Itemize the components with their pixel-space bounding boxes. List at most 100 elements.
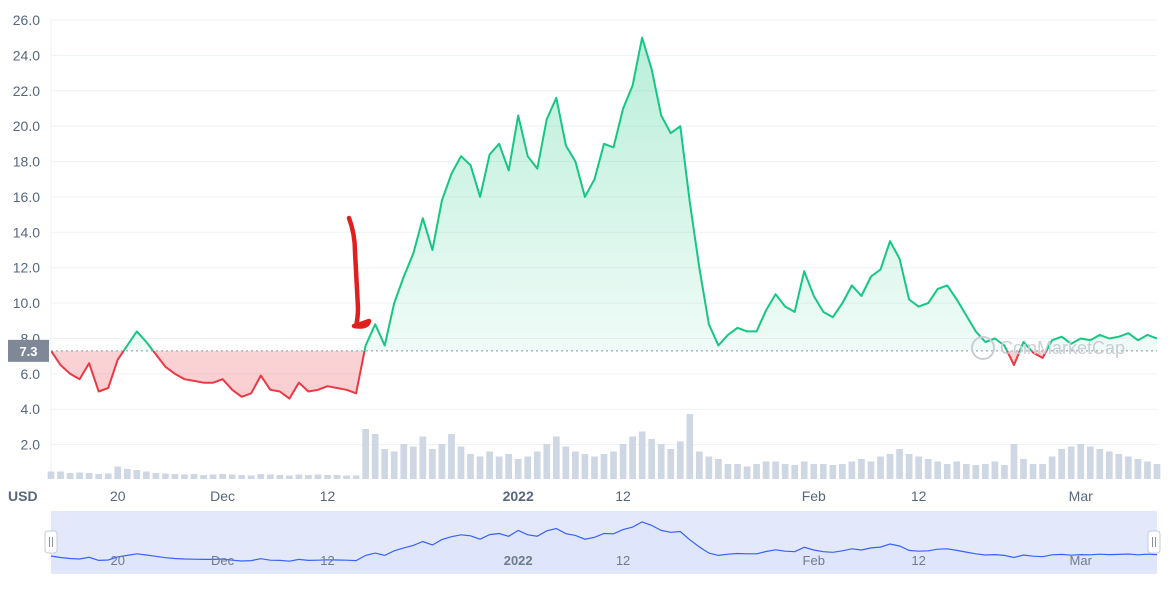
volume-bar [76, 472, 83, 479]
volume-bar [1067, 446, 1075, 479]
volume-bar [362, 429, 369, 479]
volume-bar [238, 475, 246, 479]
volume-bar [972, 465, 980, 479]
volume-bar [696, 451, 703, 479]
volume-bar [305, 475, 312, 479]
volume-bar [181, 474, 188, 479]
volume-bar [915, 456, 922, 479]
x-tick-label: 12 [911, 488, 927, 504]
volume-bar [877, 456, 884, 479]
volume-bar [772, 461, 779, 479]
navigator-tick-label: 12 [911, 553, 925, 568]
volume-bar [123, 469, 131, 479]
volume-bar [572, 451, 579, 479]
volume-bar [314, 474, 322, 479]
volume-bar [1125, 456, 1132, 479]
volume-bar [476, 456, 484, 479]
x-axis-ticks: 20 Dec 12 2022 12 Feb 12 Mar [110, 488, 1093, 504]
volume-bar [295, 474, 303, 479]
volume-bar [867, 461, 875, 479]
volume-bar [47, 471, 55, 479]
volume-bar [848, 461, 856, 479]
volume-bar [743, 466, 751, 479]
volume-bar [190, 474, 198, 479]
y-tick-label: 2.0 [21, 437, 41, 453]
currency-unit-label: USD [8, 488, 38, 504]
volume-bar [286, 475, 293, 479]
volume-bar [610, 451, 617, 479]
volume-bar [104, 473, 112, 479]
volume-bar [943, 464, 951, 479]
volume-bar [924, 459, 932, 479]
volume-bar [781, 464, 789, 479]
y-tick-label: 14.0 [13, 224, 40, 240]
volume-bar [276, 475, 284, 479]
volume-bar [448, 434, 455, 479]
volume-bar [495, 456, 503, 479]
volume-bar [143, 471, 150, 479]
volume-bar [514, 459, 522, 479]
volume-bar [505, 454, 512, 479]
red-annotation-stroke [346, 215, 372, 329]
volume-bar [133, 470, 141, 479]
y-tick-label: 18.0 [13, 154, 40, 170]
volume-bar [886, 454, 894, 479]
volume-bar [200, 475, 207, 479]
x-tick-label: 12 [320, 488, 336, 504]
price-line-up [51, 36, 1158, 351]
navigator-tick-label: Feb [803, 553, 825, 568]
volume-bar [858, 459, 865, 479]
x-tick-label: 20 [110, 488, 126, 504]
volume-bar [266, 474, 274, 479]
y-tick-label: 20.0 [13, 118, 40, 134]
price-line-down [51, 350, 1048, 400]
volume-bar [162, 473, 169, 479]
watermark-icon [971, 336, 995, 360]
volume-bar [429, 449, 436, 479]
y-tick-label: 6.0 [21, 366, 41, 382]
volume-bar [991, 461, 999, 479]
volume-bar [543, 444, 551, 479]
volume-bar [791, 465, 799, 479]
navigator-right-handle[interactable] [1147, 530, 1161, 554]
x-tick-label: Dec [210, 488, 235, 504]
volume-bar [524, 456, 532, 479]
volume-bar [1144, 461, 1151, 479]
volume-bar [962, 464, 970, 479]
volume-bar [66, 473, 74, 479]
volume-bar [457, 446, 465, 479]
volume-bar [171, 474, 179, 479]
volume-bar [667, 449, 675, 479]
volume-bar [85, 473, 93, 479]
volume-bar [114, 466, 122, 479]
price-area [51, 37, 1157, 399]
volume-bar [533, 451, 541, 479]
navigator-area [51, 521, 1157, 570]
navigator-tick-label: Dec [211, 553, 235, 568]
volume-bar [209, 474, 217, 479]
volume-bar [1039, 464, 1046, 479]
range-navigator[interactable]: 20 Dec 12 2022 12 Feb 12 Mar [44, 511, 1161, 574]
y-tick-label: 26.0 [13, 12, 40, 28]
volume-bar [1020, 459, 1027, 479]
volume-bar [486, 451, 493, 479]
volume-bar [371, 434, 379, 479]
volume-bar [600, 454, 608, 479]
volume-bar [1010, 444, 1018, 479]
volume-bar [810, 464, 818, 479]
volume-bar [839, 464, 846, 479]
current-price-label: 7.3 [19, 344, 37, 359]
volume-bar [1096, 449, 1104, 479]
volume-bar [219, 474, 226, 479]
volume-bar [352, 475, 360, 479]
volume-bar [381, 449, 389, 479]
volume-bar [686, 414, 694, 479]
y-tick-label: 10.0 [13, 295, 40, 311]
volume-bar [247, 475, 255, 479]
navigator-tick-label: 20 [111, 553, 125, 568]
y-tick-label: 4.0 [21, 401, 41, 417]
navigator-left-handle[interactable] [44, 530, 58, 554]
volume-bar [724, 464, 732, 479]
volume-bar [800, 461, 808, 479]
